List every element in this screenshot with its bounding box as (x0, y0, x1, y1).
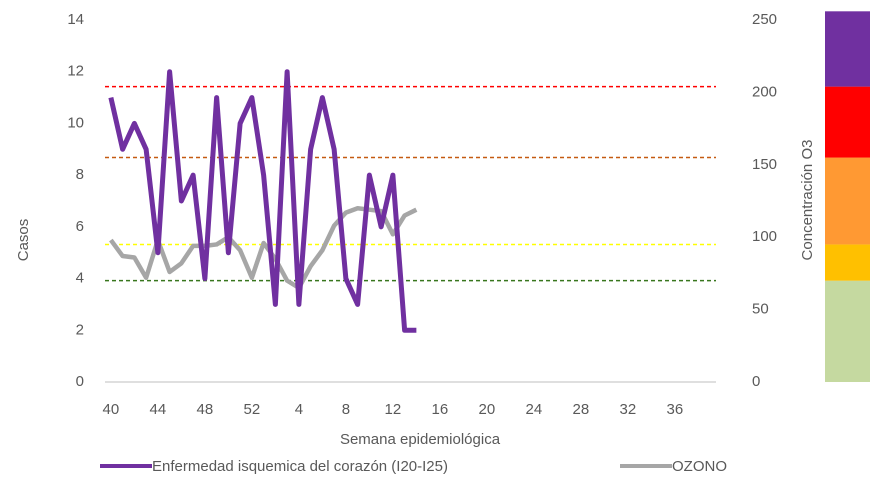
y-tick-label: 10 (67, 114, 84, 131)
y-tick-label: 4 (76, 270, 84, 287)
ozone-band (825, 11, 870, 87)
x-tick-label: 12 (385, 401, 402, 418)
x-tick-label: 52 (244, 401, 261, 418)
x-tick-label: 28 (573, 401, 590, 418)
y2-tick-label: 0 (752, 373, 760, 390)
x-tick-label: 40 (103, 401, 120, 418)
x-tick-label: 16 (432, 401, 449, 418)
y-axis-title: Casos (15, 219, 32, 262)
x-tick-label: 20 (479, 401, 496, 418)
ozone-band (825, 280, 870, 382)
y-tick-label: 0 (76, 373, 84, 390)
x-tick-label: 32 (620, 401, 637, 418)
ozone-band (825, 86, 870, 158)
y-tick-label: 2 (76, 321, 84, 338)
y2-tick-label: 200 (752, 83, 777, 100)
x-tick-label: 48 (197, 401, 214, 418)
x-tick-label: 24 (526, 401, 543, 418)
y2-tick-label: 250 (752, 11, 777, 28)
series-line (108, 69, 417, 333)
legend-label: OZONO (672, 458, 727, 475)
y2-axis-title: Concentración O3 (799, 140, 816, 261)
x-tick-label: 4 (295, 401, 303, 418)
ozone-band (825, 244, 870, 281)
y-tick-label: 8 (76, 166, 84, 183)
x-tick-label: 36 (667, 401, 684, 418)
y-tick-label: 6 (76, 218, 84, 235)
y2-tick-label: 100 (752, 228, 777, 245)
y-tick-label: 14 (67, 11, 84, 28)
y-tick-label: 12 (67, 63, 84, 80)
y2-tick-label: 50 (752, 301, 769, 318)
y2-tick-label: 150 (752, 156, 777, 173)
ozone-band (825, 157, 870, 245)
x-tick-label: 8 (342, 401, 350, 418)
x-axis-title: Semana epidemiológica (340, 431, 501, 448)
x-tick-label: 44 (150, 401, 167, 418)
legend-label: Enfermedad isquemica del corazón (I20-I2… (152, 458, 448, 475)
